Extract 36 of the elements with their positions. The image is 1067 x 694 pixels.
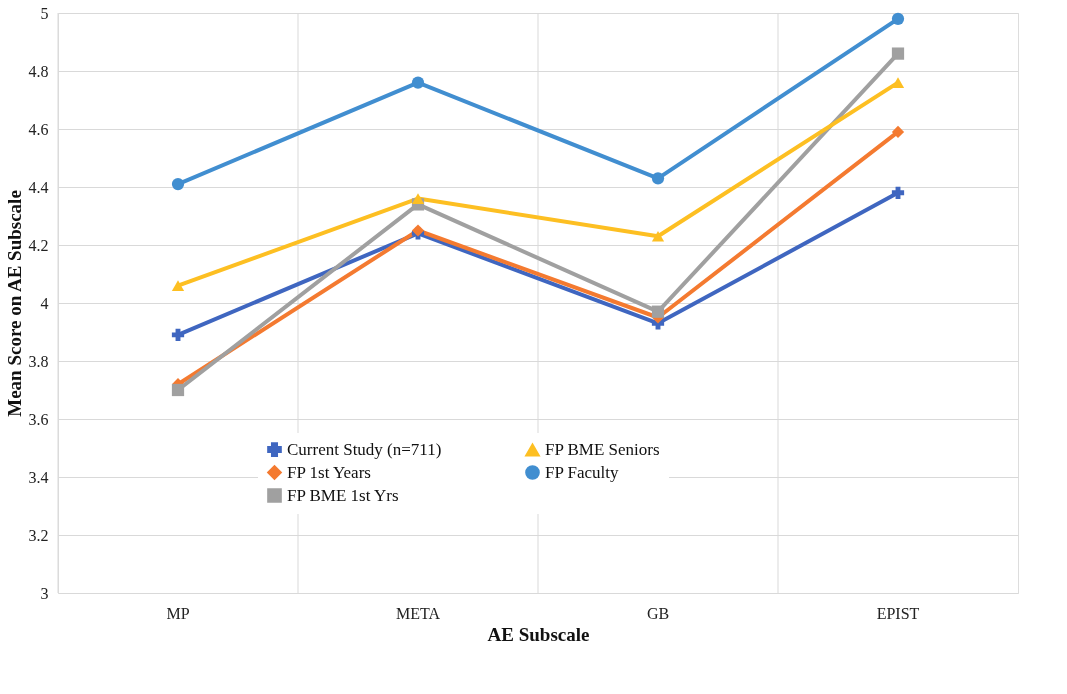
y-tick-label: 3.4: [28, 468, 49, 486]
legend-label: FP 1st Years: [287, 462, 371, 482]
y-tick-label: 3.6: [28, 410, 49, 428]
x-tick-label: META: [395, 604, 441, 622]
y-tick-label: 3.2: [28, 526, 49, 544]
point: [891, 186, 905, 199]
y-tick-label: 3.8: [28, 352, 49, 370]
y-tick-label: 3: [40, 584, 49, 602]
point: [651, 305, 665, 318]
point: [891, 47, 905, 60]
x-tick-label: MP: [166, 604, 190, 622]
y-tick-label: 4.8: [28, 62, 49, 80]
point: [171, 280, 185, 291]
x-axis-title: AE Subscale: [487, 623, 590, 645]
x-tick-label: GB: [646, 604, 670, 622]
point: [891, 125, 905, 139]
point: [891, 77, 905, 88]
legend-label: Current Study (n=711): [287, 439, 442, 459]
y-tick-label: 4: [40, 294, 49, 312]
legend-label: FP BME 1st Yrs: [287, 485, 399, 505]
point: [651, 231, 665, 242]
point: [411, 193, 425, 204]
point: [891, 12, 905, 25]
point: [651, 172, 665, 185]
y-tick-label: 4.6: [28, 120, 49, 138]
x-tick-label: EPIST: [876, 604, 920, 622]
legend-label: FP Faculty: [545, 462, 620, 482]
point: [171, 328, 185, 342]
point: [411, 76, 425, 89]
legend-label: FP BME Seniors: [545, 440, 660, 460]
y-axis-title: Mean Score on AE Subscale: [3, 190, 25, 417]
y-tick-label: 4.4: [28, 178, 49, 196]
y-tick-label: 5: [40, 4, 49, 22]
y-tick-label: 4.2: [28, 236, 49, 254]
point: [171, 177, 185, 191]
point: [171, 383, 185, 397]
